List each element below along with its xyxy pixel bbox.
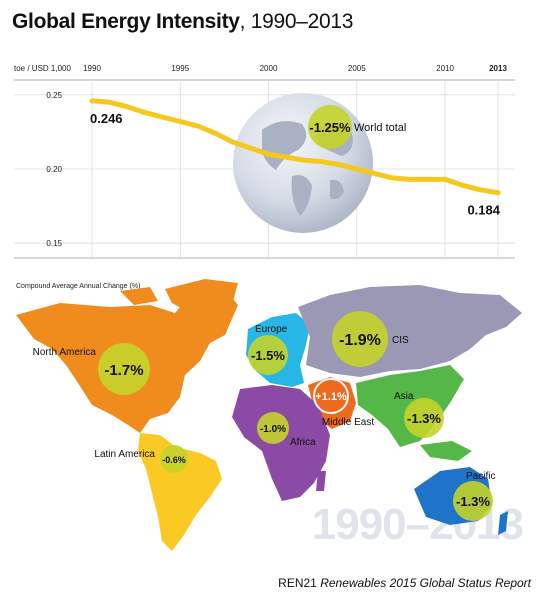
region-shape-new-zealand [498,511,508,535]
svg-text:Africa: Africa [290,437,316,448]
svg-text:Europe: Europe [255,324,288,335]
svg-text:-0.6%: -0.6% [162,455,186,465]
series-line-world-total [89,98,501,196]
svg-text:-1.5%: -1.5% [251,348,285,363]
world-map: -1.7% North America -0.6% Latin America … [16,279,522,551]
svg-text:Pacific: Pacific [466,471,495,482]
svg-text:+1.1%: +1.1% [315,391,347,403]
svg-text:CIS: CIS [392,335,409,346]
x-tick-label: 2000 [260,64,278,73]
data-label: 0.184 [467,203,500,218]
x-tick-label: 1990 [83,64,101,73]
y-axis-label: toe / USD 1,000 [14,64,71,73]
badge-pacific: -1.3% Pacific [453,471,495,521]
region-shape-greenland [165,279,238,315]
x-tick-label: 2013 [489,64,507,73]
svg-text:Asia: Asia [394,391,414,402]
badge-middle-east: +1.1% Middle East [313,378,374,428]
badge-latin-america: -0.6% Latin America [94,445,188,473]
badge-world-total [308,105,352,149]
page-title: Global Energy Intensity, 1990–2013 [12,10,354,33]
x-tick-label: 2005 [348,64,366,73]
svg-text:-1.9%: -1.9% [339,332,381,349]
badge-world-total-label: World total [354,122,406,134]
x-tick-label: 1995 [171,64,189,73]
badge-europe: -1.5% Europe [248,324,288,375]
region-shape-asia-islands [420,441,472,461]
data-label: 0.246 [90,111,123,126]
badge-africa: -1.0% Africa [257,412,316,448]
y-tick-label: 0.15 [46,239,62,248]
badge-asia: -1.3% Asia [394,391,444,438]
region-shape-africa [232,385,330,501]
region-shape-latin-america [138,433,222,551]
svg-text:Middle East: Middle East [322,417,374,428]
region-shape-madagascar [316,471,326,491]
y-tick-label: 0.20 [46,165,62,174]
svg-text:North America: North America [33,347,97,358]
source-credit: REN21 Renewables 2015 Global Status Repo… [278,576,531,590]
svg-text:-1.3%: -1.3% [407,411,441,426]
region-shape-canada-islands [120,287,158,305]
svg-text:-1.3%: -1.3% [456,494,490,509]
line-chart: 0.25 0.20 0.15 1990 1995 2000 2005 2010 2013 toe … [14,64,515,259]
svg-text:-1.0%: -1.0% [260,424,286,435]
badge-north-america: -1.7% North America [33,343,150,395]
map-subtitle: Compound Average Annual Change (%) [16,283,141,290]
badge-world-total-value: -1.25% [309,120,351,135]
x-tick-label: 2010 [436,64,454,73]
svg-text:-1.7%: -1.7% [104,362,143,379]
region-shape-cis [298,285,522,377]
globe-illustration [233,93,373,233]
svg-text:Latin America: Latin America [94,449,155,460]
badge-cis: -1.9% CIS [332,311,409,367]
y-tick-label: 0.25 [46,91,62,100]
